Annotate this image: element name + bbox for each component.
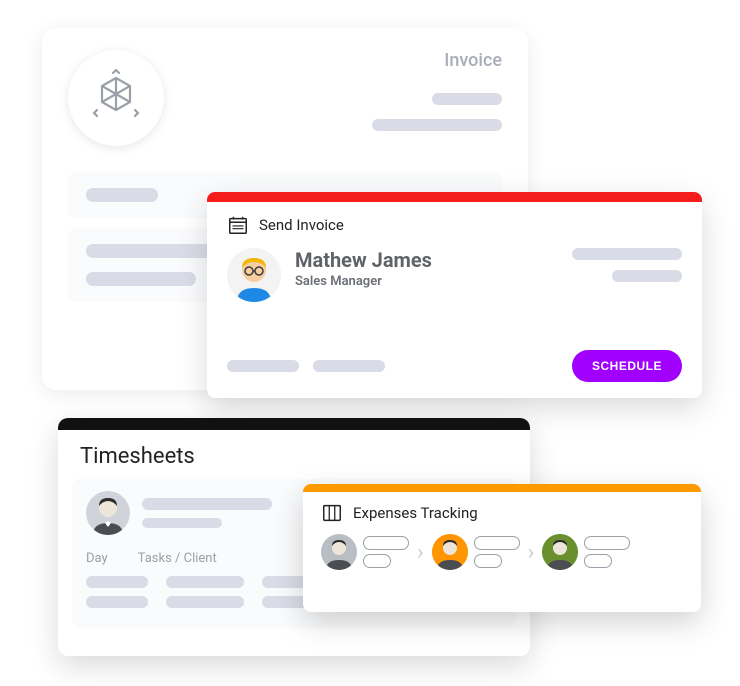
step-chips — [474, 536, 520, 568]
step-avatar-1 — [321, 534, 357, 570]
placeholder-line — [142, 498, 272, 510]
step-chips — [363, 536, 409, 568]
person-name: Mathew James — [295, 248, 432, 272]
column-header-day: Day — [86, 551, 108, 566]
person-role: Sales Manager — [295, 274, 432, 289]
placeholder-line — [612, 270, 682, 282]
chevron-right-icon: › — [417, 540, 424, 565]
expenses-accent-bar — [303, 484, 701, 492]
send-invoice-title: Send Invoice — [259, 216, 344, 234]
send-invoice-accent-bar — [207, 192, 702, 202]
schedule-button[interactable]: SCHEDULE — [572, 350, 682, 382]
placeholder-line — [572, 248, 682, 260]
column-header-tasks: Tasks / Client — [138, 551, 217, 566]
placeholder-line — [86, 188, 158, 202]
calendar-icon — [227, 214, 249, 236]
placeholder-line — [313, 360, 385, 372]
expenses-card: Expenses Tracking › — [303, 484, 701, 612]
expenses-title: Expenses Tracking — [353, 504, 478, 522]
step-avatar-3 — [542, 534, 578, 570]
send-invoice-card: Send Invoice Mathew James Sales Manager — [207, 192, 702, 398]
placeholder-line — [86, 272, 196, 286]
timesheets-title: Timesheets — [58, 430, 530, 479]
invoice-label: Invoice — [372, 50, 502, 71]
placeholder-line — [432, 93, 502, 105]
timesheets-accent-bar — [58, 418, 530, 430]
step-chips — [584, 536, 630, 568]
person-avatar — [227, 248, 281, 302]
chevron-right-icon: › — [528, 540, 535, 565]
placeholder-line — [372, 119, 502, 131]
placeholder-line — [142, 518, 222, 528]
company-logo — [68, 50, 164, 146]
step-avatar-2 — [432, 534, 468, 570]
placeholder-line — [227, 360, 299, 372]
columns-icon — [321, 502, 343, 524]
user-avatar — [86, 491, 130, 535]
